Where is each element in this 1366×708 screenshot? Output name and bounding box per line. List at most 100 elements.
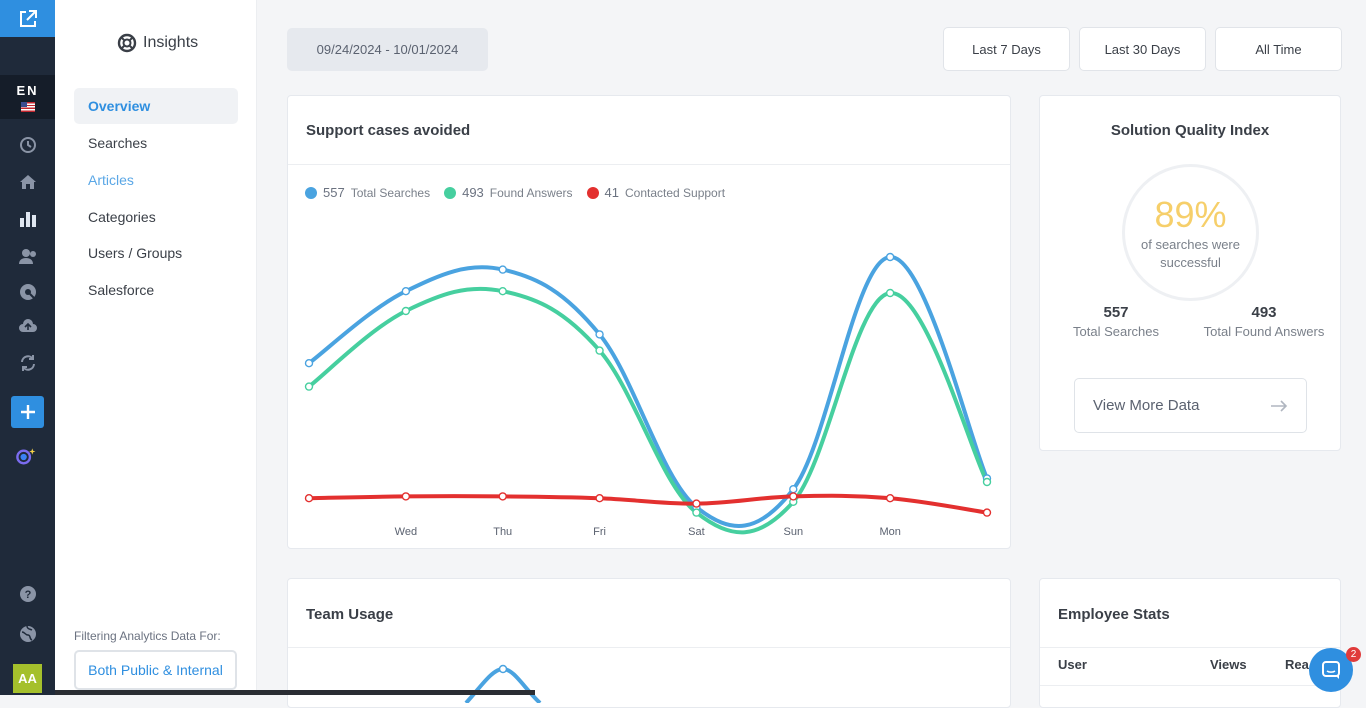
view-more-data-button[interactable]: View More Data bbox=[1074, 378, 1307, 433]
data-point[interactable] bbox=[692, 508, 701, 517]
series-line-contacted-support bbox=[307, 493, 989, 515]
data-point[interactable] bbox=[498, 286, 507, 296]
all-time-button[interactable]: All Time bbox=[1215, 27, 1342, 71]
found-answers-label: Total Found Answers bbox=[1203, 324, 1325, 339]
data-point[interactable] bbox=[304, 358, 314, 368]
x-tick-label: Wed bbox=[395, 526, 417, 538]
visibility-filter-button[interactable]: Both Public & Internal bbox=[74, 650, 237, 690]
sqi-percent: 89% bbox=[1154, 193, 1227, 235]
data-point[interactable] bbox=[885, 252, 895, 262]
support-cases-card: Support cases avoided bbox=[287, 95, 1011, 549]
data-point[interactable] bbox=[304, 382, 314, 391]
team-usage-chart-peek bbox=[464, 664, 542, 703]
analytics-icon[interactable] bbox=[17, 208, 39, 230]
external-link-icon bbox=[19, 9, 37, 27]
team-usage-title: Team Usage bbox=[306, 606, 394, 623]
data-point[interactable] bbox=[401, 306, 411, 316]
data-point[interactable] bbox=[885, 288, 895, 298]
ai-sparkle-icon[interactable] bbox=[15, 446, 37, 468]
help-icon[interactable]: ? bbox=[17, 583, 39, 605]
column-header-views[interactable]: Views bbox=[1210, 657, 1247, 672]
nav-item-searches[interactable]: Searches bbox=[88, 135, 148, 151]
history-icon[interactable] bbox=[17, 134, 39, 156]
filter-label: Filtering Analytics Data For: bbox=[74, 629, 221, 643]
sync-icon[interactable] bbox=[17, 352, 39, 374]
total-searches-value: 557 bbox=[1103, 304, 1129, 321]
chart-legend: 557 Total Searches 493 Found Answers 41 … bbox=[305, 185, 725, 200]
language-code: EN bbox=[16, 82, 39, 98]
data-point[interactable] bbox=[885, 494, 895, 503]
data-point[interactable] bbox=[692, 499, 701, 508]
data-point[interactable] bbox=[401, 286, 411, 296]
subnav-title-label: Insights bbox=[143, 34, 199, 51]
data-point[interactable] bbox=[982, 477, 992, 487]
legend-count: 41 bbox=[604, 185, 619, 200]
last-7-days-button[interactable]: Last 7 Days bbox=[943, 27, 1070, 71]
data-point[interactable] bbox=[789, 485, 798, 494]
data-point[interactable] bbox=[304, 494, 314, 503]
lifebuoy-icon bbox=[117, 33, 137, 53]
support-card-title: Support cases avoided bbox=[306, 122, 471, 139]
arrow-right-icon bbox=[1271, 399, 1288, 412]
avatar[interactable]: AA bbox=[13, 664, 42, 693]
data-point[interactable] bbox=[982, 508, 992, 517]
nav-item-articles[interactable]: Articles bbox=[88, 172, 134, 188]
x-tick-label: Sun bbox=[783, 526, 803, 538]
svg-text:?: ? bbox=[25, 589, 32, 601]
home-icon[interactable] bbox=[17, 171, 39, 193]
sqi-subtitle: of searches were successful bbox=[1141, 236, 1240, 270]
column-header-reads[interactable]: Rea bbox=[1285, 657, 1309, 672]
legend-count: 493 bbox=[462, 185, 484, 200]
card-divider bbox=[288, 647, 1010, 648]
legend-contacted-support[interactable]: 41 Contacted Support bbox=[586, 185, 726, 200]
card-divider bbox=[1040, 647, 1340, 648]
data-point[interactable] bbox=[595, 494, 604, 503]
nav-item-categories[interactable]: Categories bbox=[88, 209, 156, 225]
data-point[interactable] bbox=[498, 492, 507, 501]
chat-launcher-button[interactable] bbox=[1309, 648, 1353, 692]
support-cases-line-chart: Wed Thu Fri Sat Sun Mon bbox=[304, 252, 992, 538]
x-tick-label: Fri bbox=[593, 526, 606, 538]
legend-found-answers[interactable]: 493 Found Answers bbox=[444, 185, 573, 200]
data-point[interactable] bbox=[595, 330, 604, 339]
legend-dot bbox=[586, 186, 599, 199]
date-range-picker[interactable]: 09/24/2024 - 10/01/2024 bbox=[287, 28, 488, 71]
nav-item-users-groups[interactable]: Users / Groups bbox=[88, 245, 183, 261]
language-selector[interactable]: EN bbox=[0, 75, 55, 119]
users-icon[interactable] bbox=[17, 245, 39, 267]
table-header-divider bbox=[1040, 685, 1340, 686]
found-answers-value: 493 bbox=[1251, 304, 1277, 321]
subnav-title: Insights bbox=[117, 33, 198, 53]
icon-rail: EN ? AA bbox=[0, 0, 55, 695]
view-more-data-label: View More Data bbox=[1093, 397, 1200, 414]
add-button[interactable] bbox=[11, 396, 44, 428]
nav-item-salesforce[interactable]: Salesforce bbox=[88, 282, 155, 298]
horizontal-scrollbar[interactable] bbox=[55, 690, 535, 695]
legend-label: Total Searches bbox=[350, 185, 431, 200]
x-tick-label: Mon bbox=[879, 526, 900, 538]
x-tick-label: Thu bbox=[493, 526, 512, 538]
total-searches-label: Total Searches bbox=[1073, 324, 1159, 339]
employee-stats-title: Employee Stats bbox=[1058, 606, 1170, 623]
last-30-days-button[interactable]: Last 30 Days bbox=[1079, 27, 1206, 71]
data-point[interactable] bbox=[595, 346, 604, 355]
chat-icon bbox=[1322, 661, 1340, 679]
series-line-total-searches bbox=[307, 254, 989, 528]
external-link-button[interactable] bbox=[0, 0, 55, 37]
employee-stats-card: Employee Stats bbox=[1039, 578, 1341, 708]
legend-label: Contacted Support bbox=[624, 185, 726, 200]
sqi-ring: 89% of searches were successful bbox=[1122, 164, 1259, 301]
data-point[interactable] bbox=[401, 492, 411, 501]
column-header-user[interactable]: User bbox=[1058, 657, 1087, 672]
card-divider bbox=[288, 164, 1010, 165]
chat-unread-badge: 2 bbox=[1346, 647, 1361, 662]
nav-item-overview[interactable]: Overview bbox=[74, 88, 238, 124]
upload-icon[interactable] bbox=[17, 315, 39, 337]
insights-subnav: Insights Overview Searches Articles Cate… bbox=[55, 0, 257, 695]
legend-total-searches[interactable]: 557 Total Searches bbox=[305, 185, 430, 200]
data-point[interactable] bbox=[498, 265, 507, 274]
x-tick-label: Sat bbox=[688, 526, 705, 538]
globe-icon[interactable] bbox=[17, 623, 39, 645]
search-icon[interactable] bbox=[17, 281, 39, 303]
data-point[interactable] bbox=[789, 492, 798, 501]
